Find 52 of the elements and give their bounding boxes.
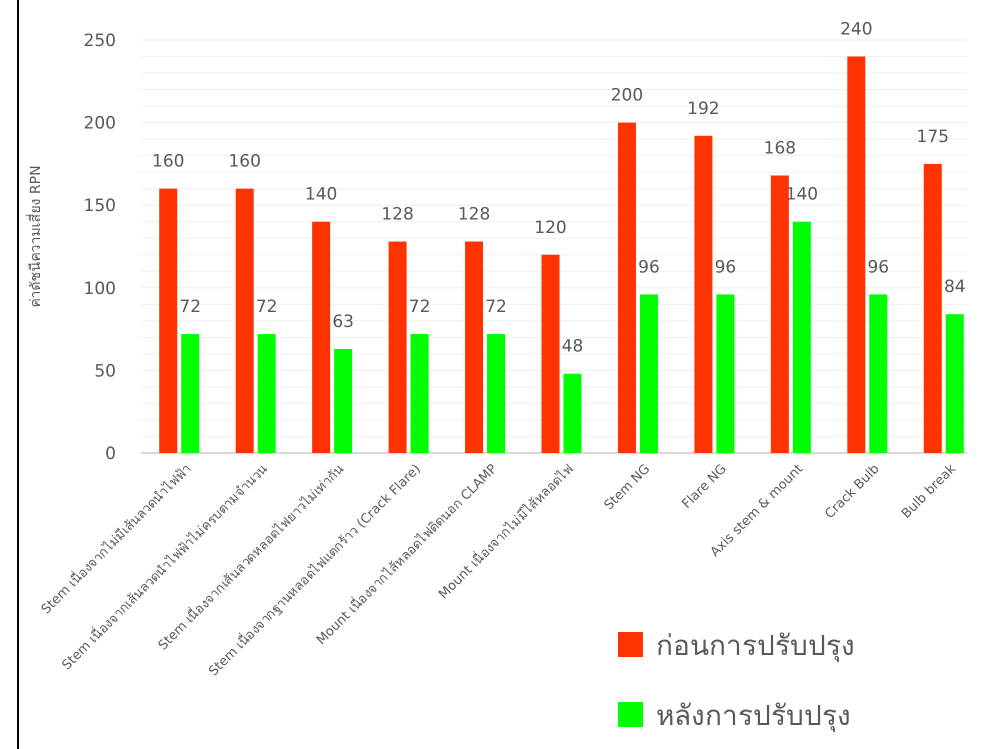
bar (869, 294, 888, 453)
bar (487, 334, 506, 453)
y-tick-label: 250 (84, 30, 116, 51)
bar (410, 334, 429, 453)
data-label: 63 (332, 312, 354, 332)
bar (694, 136, 712, 453)
y-tick-label: 0 (105, 444, 116, 464)
bar (236, 188, 254, 453)
data-label: 84 (944, 277, 966, 298)
data-label: 72 (256, 297, 278, 318)
data-label: 96 (638, 257, 660, 278)
data-label: 175 (916, 126, 949, 147)
y-tick-label: 100 (84, 278, 116, 299)
data-label: 140 (304, 184, 338, 205)
bar (334, 348, 352, 453)
bar (640, 294, 658, 453)
data-label: 240 (840, 20, 873, 40)
bar (564, 374, 582, 453)
bar (542, 254, 560, 453)
bar (159, 188, 178, 453)
data-label: 72 (485, 297, 507, 318)
y-tick-label: 150 (84, 196, 116, 216)
bar (924, 164, 942, 453)
data-label: 160 (152, 152, 184, 172)
data-label: 72 (408, 297, 430, 318)
bar (847, 56, 866, 453)
bar (181, 334, 200, 453)
bar (388, 242, 407, 453)
bar (618, 122, 636, 453)
legend-label: ก่อนการปรับปรุง (656, 628, 855, 663)
y-axis-title: ค่าดัชนีความเสี่ยง RPN (26, 165, 44, 308)
data-label: 96 (868, 257, 890, 278)
bar (312, 222, 330, 453)
y-tick-label: 50 (94, 361, 116, 382)
bar (258, 334, 276, 453)
data-label: 96 (714, 257, 736, 278)
data-label: 160 (228, 152, 261, 172)
data-label: 48 (562, 336, 584, 357)
data-label: 168 (764, 138, 796, 158)
bar (770, 175, 789, 453)
bar (792, 222, 811, 453)
data-label: 128 (381, 204, 414, 225)
data-label: 200 (610, 86, 644, 106)
data-label: 192 (687, 98, 720, 119)
bar (946, 314, 964, 453)
data-label: 72 (179, 297, 202, 318)
y-tick-label: 200 (84, 114, 116, 134)
bar (465, 242, 484, 453)
bar (716, 294, 734, 453)
data-label: 120 (534, 218, 567, 238)
data-label: 128 (458, 204, 490, 225)
legend-label: หลังการปรับปรุง (656, 698, 851, 733)
